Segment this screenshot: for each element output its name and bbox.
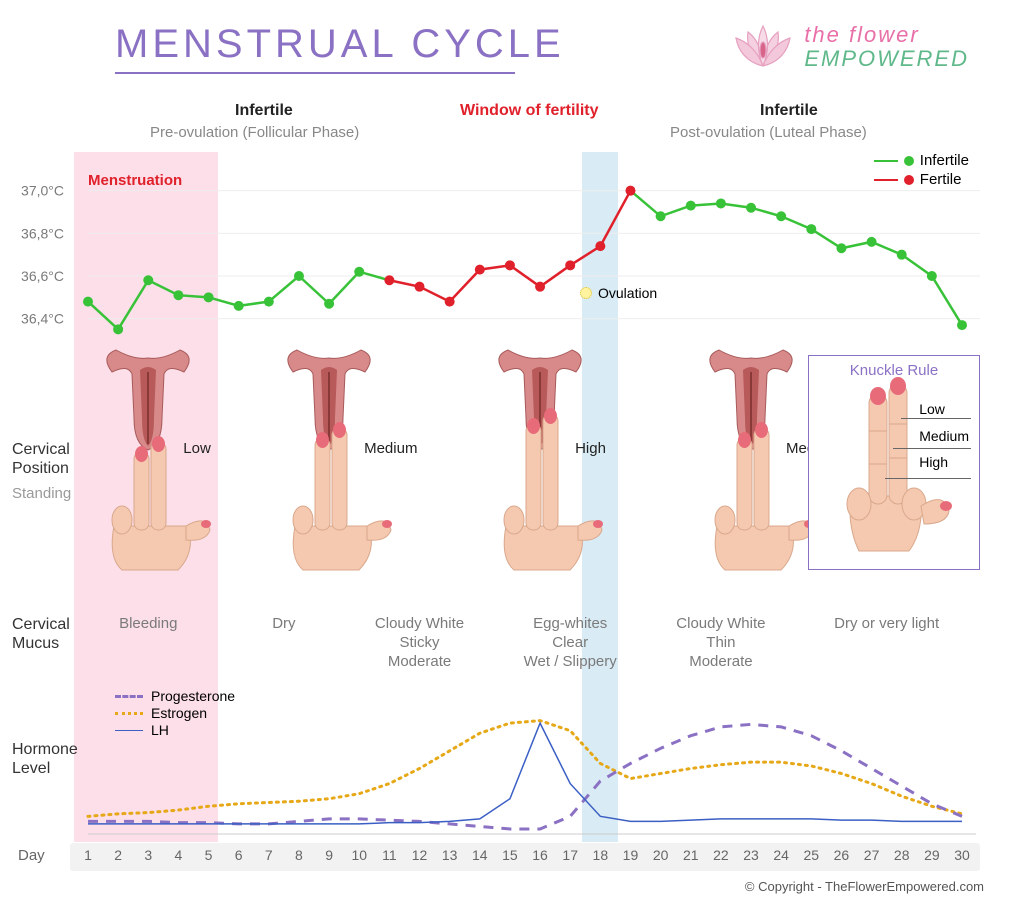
day-number: 26 bbox=[827, 847, 855, 863]
day-number: 24 bbox=[767, 847, 795, 863]
knuckle-level-low: Low bbox=[919, 396, 969, 423]
cervix-illustration: Medium bbox=[254, 340, 404, 575]
ovulation-marker: Ovulation bbox=[580, 285, 657, 301]
cervix-illustration: Medium bbox=[676, 340, 826, 575]
svg-text:37,0°C: 37,0°C bbox=[21, 183, 64, 199]
cervix-level-label: High bbox=[575, 440, 606, 457]
day-number: 30 bbox=[948, 847, 976, 863]
mucus-description: Bleeding bbox=[78, 615, 218, 634]
knuckle-level-high: High bbox=[919, 449, 969, 476]
day-number: 27 bbox=[858, 847, 886, 863]
knuckle-levels: Low Medium High bbox=[919, 396, 969, 476]
day-number: 23 bbox=[737, 847, 765, 863]
day-axis: Day 123456789101112131415161718192021222… bbox=[70, 843, 980, 871]
mucus-description: Cloudy White Sticky Moderate bbox=[350, 615, 490, 671]
day-number: 7 bbox=[255, 847, 283, 863]
day-number: 1 bbox=[74, 847, 102, 863]
temperature-legend: Infertile Fertile bbox=[874, 152, 969, 190]
mucus-description: Dry bbox=[214, 615, 354, 634]
legend-infertile-label: Infertile bbox=[920, 152, 969, 169]
day-number: 22 bbox=[707, 847, 735, 863]
day-number: 21 bbox=[677, 847, 705, 863]
phase-infertile2-title: Infertile bbox=[760, 102, 818, 120]
legend-fertile: Fertile bbox=[874, 171, 969, 188]
day-number: 5 bbox=[195, 847, 223, 863]
legend-infertile: Infertile bbox=[874, 152, 969, 169]
cervix-level-label: Medium bbox=[364, 440, 417, 457]
day-number: 9 bbox=[315, 847, 343, 863]
title-underline bbox=[115, 72, 515, 74]
lotus-icon bbox=[732, 18, 794, 75]
svg-text:36,4°C: 36,4°C bbox=[21, 311, 64, 327]
day-number: 28 bbox=[888, 847, 916, 863]
page-title: MENSTRUAL CYCLE bbox=[115, 22, 565, 67]
knuckle-rule-box: Knuckle Rule Low Medium Hig bbox=[808, 355, 980, 570]
copyright-text: © Copyright - TheFlowerEmpowered.com bbox=[745, 879, 984, 894]
cervix-level-label: Low bbox=[183, 440, 211, 457]
svg-text:36,6°C: 36,6°C bbox=[21, 268, 64, 284]
day-number: 3 bbox=[134, 847, 162, 863]
day-number: 29 bbox=[918, 847, 946, 863]
day-number: 10 bbox=[345, 847, 373, 863]
mucus-description: Egg-whites Clear Wet / Slippery bbox=[500, 615, 640, 671]
mucus-description: Cloudy White Thin Moderate bbox=[651, 615, 791, 671]
knuckle-level-medium: Medium bbox=[919, 423, 969, 450]
day-number: 25 bbox=[797, 847, 825, 863]
day-number: 18 bbox=[586, 847, 614, 863]
phase-fertility-title: Window of fertility bbox=[460, 102, 599, 120]
phase-infertile2-sub: Post-ovulation (Luteal Phase) bbox=[670, 124, 867, 141]
day-number: 17 bbox=[556, 847, 584, 863]
day-number: 15 bbox=[496, 847, 524, 863]
svg-text:36,8°C: 36,8°C bbox=[21, 225, 64, 241]
day-number: 6 bbox=[225, 847, 253, 863]
day-number: 12 bbox=[406, 847, 434, 863]
logo-text-line1: the flower bbox=[804, 23, 969, 46]
cervix-illustration: Low bbox=[73, 340, 223, 575]
day-number: 16 bbox=[526, 847, 554, 863]
day-number: 8 bbox=[285, 847, 313, 863]
hormone-chart bbox=[70, 700, 980, 840]
day-number: 20 bbox=[647, 847, 675, 863]
day-number: 2 bbox=[104, 847, 132, 863]
day-number: 14 bbox=[466, 847, 494, 863]
day-number: 11 bbox=[375, 847, 403, 863]
logo-text-line2: EMPOWERED bbox=[804, 47, 969, 70]
day-number: 13 bbox=[436, 847, 464, 863]
ovulation-label: Ovulation bbox=[598, 285, 657, 301]
phase-infertile1-title: Infertile bbox=[235, 102, 293, 120]
legend-fertile-label: Fertile bbox=[920, 171, 962, 188]
ovulation-dot-icon bbox=[580, 287, 592, 299]
mucus-description: Dry or very light bbox=[817, 615, 957, 634]
cervix-illustration: High bbox=[465, 340, 615, 575]
brand-logo: the flower EMPOWERED bbox=[732, 18, 969, 75]
phase-infertile1-sub: Pre-ovulation (Follicular Phase) bbox=[150, 124, 359, 141]
temperature-chart: 37,0°C36,8°C36,6°C36,4°C bbox=[70, 150, 980, 350]
day-axis-label: Day bbox=[18, 847, 45, 864]
day-number: 19 bbox=[616, 847, 644, 863]
day-number: 4 bbox=[164, 847, 192, 863]
